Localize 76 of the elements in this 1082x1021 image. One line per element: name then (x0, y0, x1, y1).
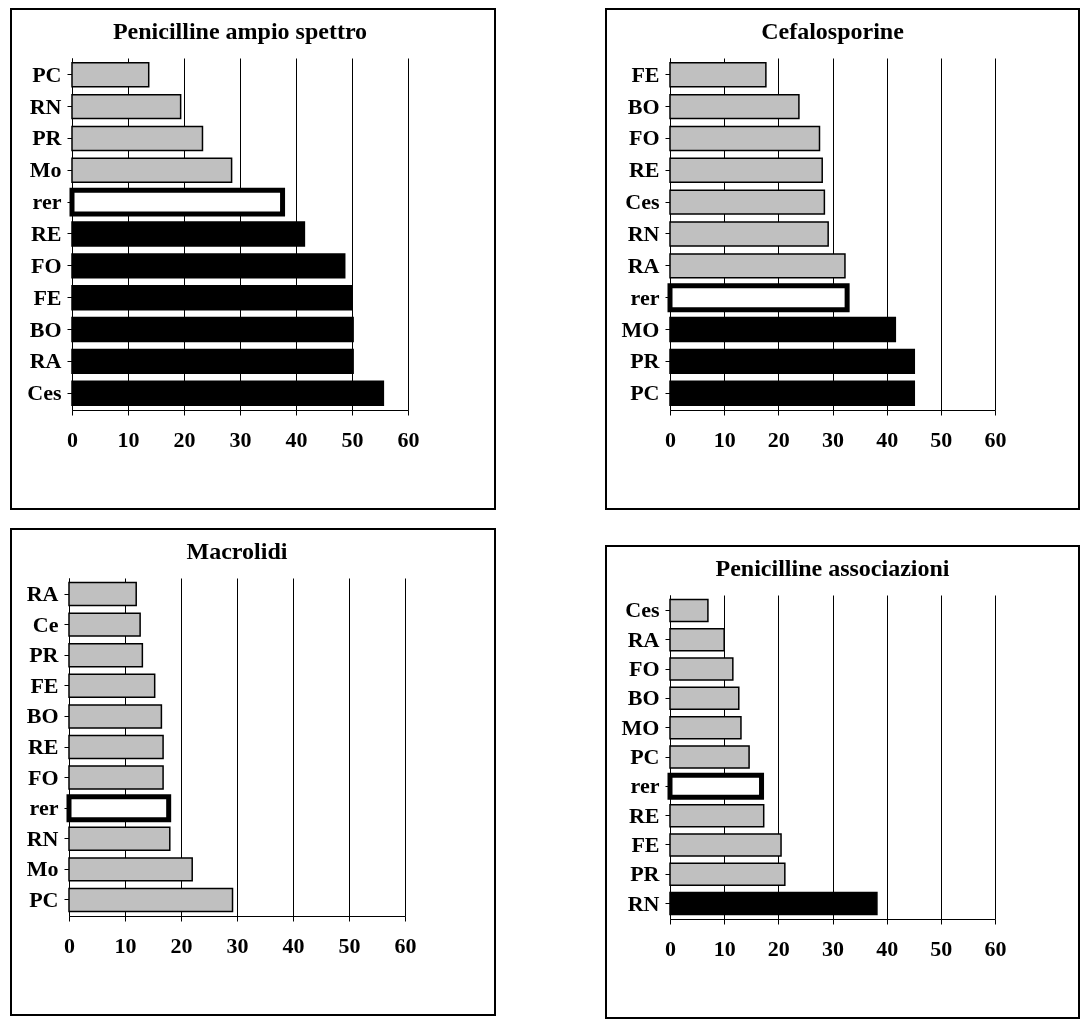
x-tick-label: 60 (397, 426, 420, 452)
x-tick-label: 40 (282, 932, 305, 958)
y-tick-label: RA (26, 581, 59, 607)
y-tick-label: RE (628, 157, 660, 183)
y-tick-label: RA (29, 348, 62, 374)
x-tick-label: 20 (767, 935, 790, 961)
x-tick-label: 30 (229, 426, 252, 452)
y-tick-label: RN (627, 221, 660, 246)
y-tick-label: PR (630, 861, 661, 887)
x-tick-label: 0 (67, 426, 78, 452)
y-tick-label: Ces (625, 597, 660, 623)
chart-title: Penicilline associazioni (715, 555, 950, 581)
x-tick-label: 0 (64, 932, 75, 958)
y-tick-label: BO (26, 703, 59, 729)
y-tick-label: PR (630, 348, 661, 374)
y-tick-label: Ces (27, 380, 62, 406)
x-tick-label: 10 (114, 932, 137, 958)
y-tick-label: FO (27, 764, 59, 790)
y-tick-label: FE (631, 831, 660, 857)
y-tick-label: BO (29, 316, 62, 342)
x-tick-label: 20 (173, 426, 196, 452)
y-tick-label: FO (30, 252, 62, 278)
x-tick-label: 60 (394, 932, 417, 958)
x-tick-label: 50 (341, 426, 364, 452)
y-tick-label: Mo (26, 856, 59, 882)
y-tick-label: Ce (32, 611, 59, 637)
x-tick-label: 30 (822, 935, 844, 961)
y-tick-label: PC (630, 744, 660, 769)
y-tick-label: rer (630, 284, 660, 310)
x-tick-label: 30 (822, 426, 844, 452)
x-tick-label: 0 (665, 935, 676, 961)
y-tick-label: Ces (625, 189, 660, 215)
y-tick-label: PC (630, 380, 660, 406)
x-tick-label: 0 (665, 426, 676, 452)
x-tick-label: 50 (930, 426, 953, 452)
y-tick-label: BO (627, 685, 660, 711)
x-tick-label: 60 (984, 426, 1007, 452)
x-tick-label: 50 (338, 932, 361, 958)
y-tick-label: RA (627, 252, 660, 278)
y-tick-label: Mo (29, 157, 62, 183)
x-tick-label: 20 (170, 932, 193, 958)
y-tick-label: MO (621, 714, 660, 740)
x-tick-label: 40 (285, 426, 308, 452)
x-tick-label: 10 (713, 426, 736, 452)
x-tick-label: 10 (713, 935, 736, 961)
x-tick-label: 40 (876, 935, 899, 961)
x-tick-label: 40 (876, 426, 899, 452)
y-tick-label: PR (29, 642, 60, 668)
y-tick-label: PC (32, 61, 62, 87)
y-tick-label: FE (631, 61, 660, 87)
y-tick-label: RE (27, 734, 59, 759)
x-tick-label: 30 (226, 932, 249, 958)
x-tick-label: 10 (117, 426, 140, 452)
y-tick-label: FE (30, 672, 59, 698)
chart-title: Macrolidi (186, 538, 288, 564)
chart-title: Cefalosporine (761, 18, 905, 44)
x-tick-label: 60 (984, 935, 1007, 961)
y-tick-label: BO (627, 93, 660, 119)
y-tick-label: FE (33, 284, 62, 310)
y-tick-label: RN (26, 825, 59, 851)
y-tick-label: FO (628, 125, 660, 151)
chart-title: Penicilline ampio spettro (112, 18, 368, 44)
y-tick-label: RA (627, 626, 660, 652)
y-tick-label: FO (628, 656, 660, 682)
x-tick-label: 20 (767, 426, 790, 452)
y-tick-label: RN (29, 93, 62, 119)
y-tick-label: RE (30, 221, 62, 246)
y-tick-label: rer (32, 189, 62, 215)
y-tick-label: PC (29, 886, 59, 912)
y-tick-label: rer (29, 795, 59, 821)
y-tick-label: PR (32, 125, 63, 151)
y-tick-label: RN (627, 890, 660, 916)
y-tick-label: rer (630, 773, 660, 799)
y-tick-label: MO (621, 316, 660, 342)
y-tick-label: RE (628, 802, 660, 828)
x-tick-label: 50 (930, 935, 953, 961)
